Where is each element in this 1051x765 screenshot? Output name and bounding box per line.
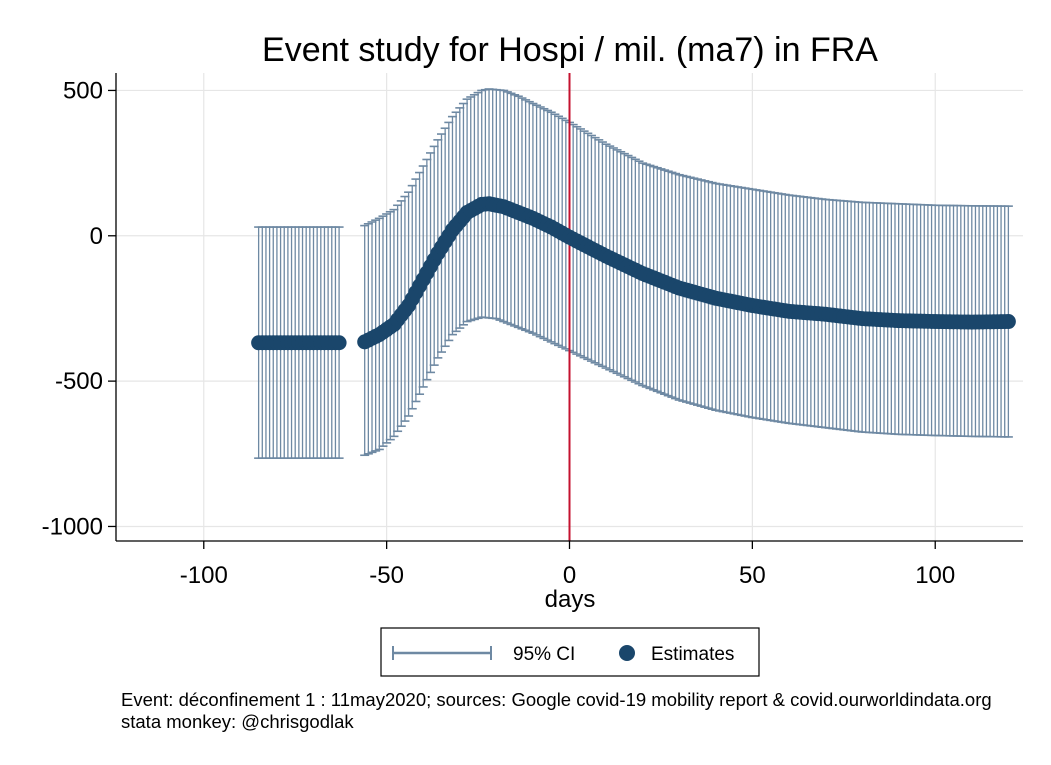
estimate-points [251, 196, 1016, 351]
y-tick-label: 0 [90, 223, 103, 250]
chart-title: Event study for Hospi / mil. (ma7) in FR… [262, 31, 878, 69]
note-line-2: stata monkey: @chrisgodlak [121, 711, 354, 732]
y-tick-label: 500 [63, 77, 103, 104]
legend-estimates-label: Estimates [651, 644, 734, 665]
x-tick-label: -50 [369, 562, 404, 589]
axes [108, 73, 1023, 549]
y-tick-label: -500 [55, 368, 103, 395]
legend: 95% CI Estimates [380, 627, 760, 677]
legend-ci-symbol [392, 646, 492, 660]
legend-ci-label: 95% CI [513, 644, 575, 665]
x-tick-label: 100 [915, 562, 955, 589]
x-tick-label: -100 [180, 562, 228, 589]
note-line-1: Event: déconfinement 1 : 11may2020; sour… [121, 689, 992, 710]
estimate-point [1000, 314, 1016, 330]
legend-estimates-symbol [619, 645, 635, 661]
x-axis-label: days [545, 586, 596, 613]
x-tick-label: 0 [563, 562, 576, 589]
y-tick-label: -1000 [42, 513, 103, 540]
x-tick-label: 50 [739, 562, 766, 589]
chart-note: Event: déconfinement 1 : 11may2020; sour… [121, 689, 992, 733]
estimate-point [331, 335, 347, 351]
